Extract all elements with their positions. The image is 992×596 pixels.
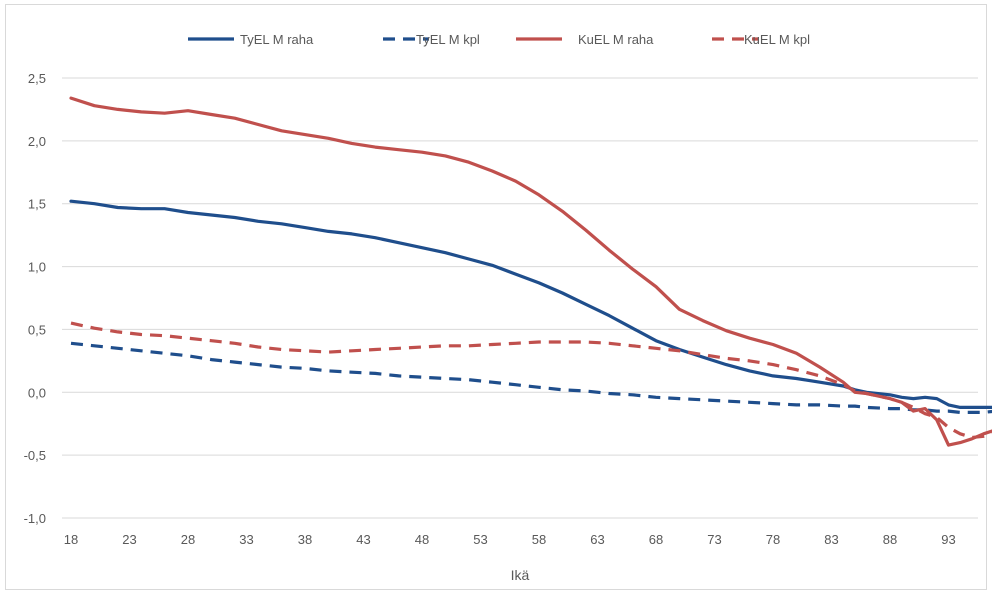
x-tick-label: 63 <box>590 532 604 547</box>
x-tick-label: 68 <box>649 532 663 547</box>
x-tick-label: 73 <box>707 532 721 547</box>
x-tick-label: 18 <box>64 532 78 547</box>
x-tick-label: 93 <box>941 532 955 547</box>
legend-label: KuEL M raha <box>578 32 654 47</box>
series-line-tyel-m-kpl <box>70 341 992 414</box>
x-axis-label: Ikä <box>511 567 530 583</box>
y-tick-label: 0,0 <box>28 385 46 400</box>
x-tick-label: 78 <box>766 532 780 547</box>
legend: TyEL M raha TyEL M kpl KuEL M raha KuEL M k… <box>188 32 810 47</box>
y-tick-label: 1,5 <box>28 197 46 212</box>
y-tick-label: 0,5 <box>28 322 46 337</box>
legend-label: TyEL M raha <box>240 32 314 47</box>
x-tick-label: 38 <box>298 532 312 547</box>
y-tick-label: 2,0 <box>28 134 46 149</box>
x-tick-label: 53 <box>473 532 487 547</box>
x-tick-label: 23 <box>122 532 136 547</box>
x-tick-label: 88 <box>883 532 897 547</box>
series-line-kuel-m-raha <box>69 96 992 447</box>
x-tick-label: 48 <box>415 532 429 547</box>
series-line-kuel-m-kpl <box>70 321 992 440</box>
x-tick-label: 28 <box>181 532 195 547</box>
legend-label: KuEL M kpl <box>744 32 810 47</box>
y-tick-label: 1,0 <box>28 260 46 275</box>
y-tick-label: 2,5 <box>28 71 46 86</box>
x-tick-label: 83 <box>824 532 838 547</box>
x-axis-ticks: 18 23 28 33 38 43 48 53 58 63 68 73 78 83 88 93 <box>64 532 956 547</box>
legend-label: TyEL M kpl <box>416 32 480 47</box>
series-lines <box>69 96 992 447</box>
chart-frame <box>5 4 987 590</box>
series-line-tyel-m-raha <box>69 199 992 409</box>
x-tick-label: 33 <box>239 532 253 547</box>
y-tick-label: -1,0 <box>24 511 46 526</box>
x-tick-label: 43 <box>356 532 370 547</box>
x-tick-label: 58 <box>532 532 546 547</box>
grid-lines <box>62 77 978 519</box>
y-axis-ticks: 2,5 2,0 1,5 1,0 0,5 0,0 -0,5 -1,0 <box>24 71 46 526</box>
y-tick-label: -0,5 <box>24 448 46 463</box>
